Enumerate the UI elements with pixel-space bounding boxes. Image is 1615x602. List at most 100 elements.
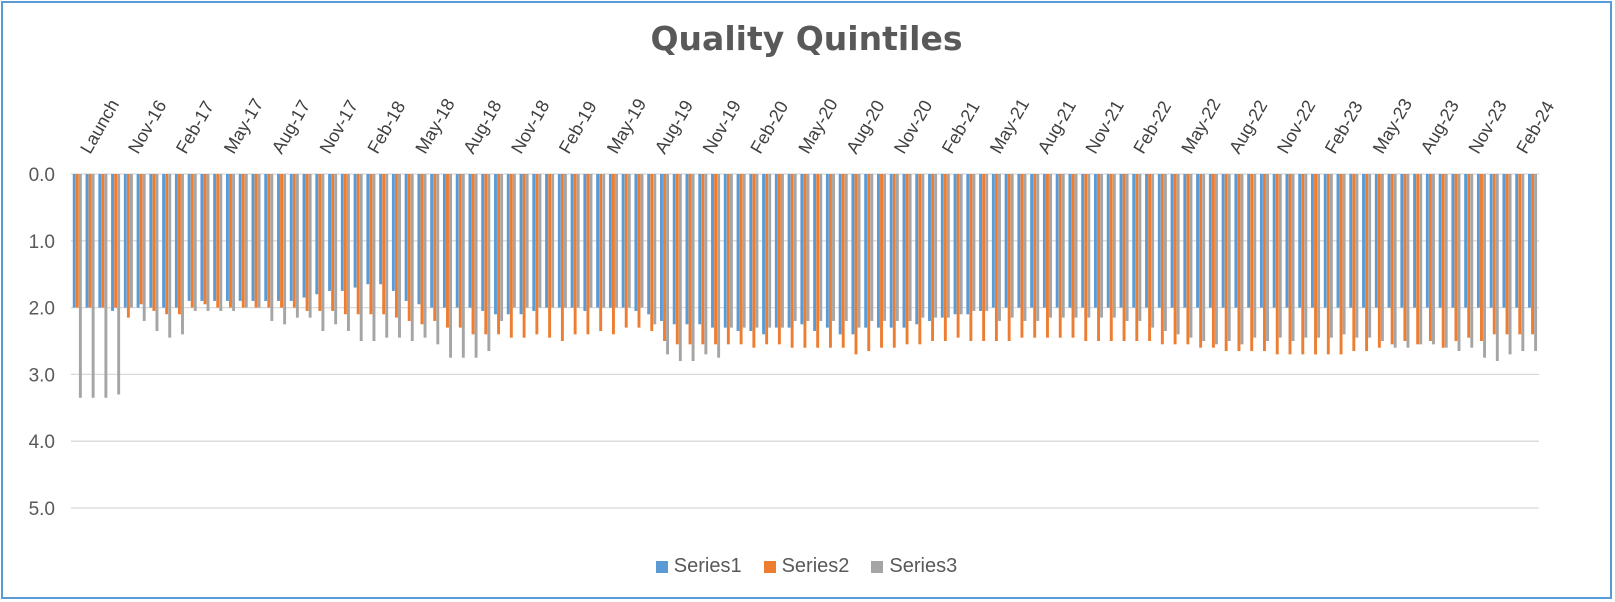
- bar-series2: [509, 174, 513, 338]
- bar-series2: [1403, 174, 1407, 341]
- bar-series3: [946, 174, 950, 318]
- bar-series1: [672, 174, 676, 325]
- bar-series2: [892, 174, 896, 348]
- x-tick-label: May-20: [794, 95, 841, 157]
- bar-series3: [959, 174, 963, 315]
- bar-series3: [436, 174, 440, 345]
- bar-series1: [289, 174, 293, 301]
- bar-series2: [1250, 174, 1254, 352]
- bar-series2: [165, 174, 169, 315]
- bar-series2: [841, 174, 845, 348]
- bar-series1: [315, 174, 319, 295]
- bar-series2: [318, 174, 322, 311]
- bar-series2: [433, 174, 437, 321]
- bar-series3: [563, 174, 567, 308]
- x-tick-label: Aug-19: [651, 97, 697, 157]
- x-tick-label: Feb-20: [746, 98, 792, 157]
- y-tick-label: 2.0: [29, 299, 55, 320]
- bar-series3: [346, 174, 350, 331]
- bar-series1: [1362, 174, 1365, 308]
- bar-series2: [969, 174, 973, 341]
- bar-series2: [1199, 174, 1203, 348]
- legend-swatch: [655, 560, 668, 573]
- x-tick-label: Feb-18: [364, 98, 410, 157]
- bar-series3: [1444, 174, 1448, 348]
- bar-series1: [545, 174, 549, 308]
- bar-series2: [790, 174, 794, 348]
- x-tick-label: Feb-23: [1321, 98, 1367, 157]
- bar-series1: [1094, 174, 1097, 308]
- bar-series1: [723, 174, 727, 328]
- bar-series3: [1176, 174, 1180, 335]
- bar-series1: [391, 174, 395, 291]
- legend-label: Series1: [673, 555, 742, 577]
- bar-series2: [1186, 174, 1190, 345]
- bar-series2: [624, 174, 628, 328]
- bar-series1: [1055, 174, 1059, 308]
- bar-series1: [430, 174, 434, 308]
- bar-series1: [864, 174, 868, 328]
- x-tick-label: Aug-21: [1034, 97, 1080, 157]
- x-tick-label: Nov-20: [890, 97, 936, 157]
- bar-series3: [1495, 174, 1499, 362]
- bar-series3: [1432, 174, 1435, 345]
- x-tick-label: Feb-21: [938, 98, 984, 157]
- bar-series1: [187, 174, 191, 301]
- legend-entry: Series1: [655, 555, 742, 578]
- bar-series2: [1263, 174, 1266, 352]
- bar-series1: [1004, 174, 1008, 308]
- bar-series1: [1451, 174, 1455, 308]
- bar-series2: [1288, 174, 1292, 355]
- bar-series3: [1508, 174, 1512, 355]
- bar-series2: [829, 174, 832, 348]
- bar-series1: [915, 174, 919, 325]
- x-tick-label: Nov-16: [124, 97, 170, 157]
- bar-series3: [308, 174, 312, 318]
- bar-series3: [1087, 174, 1091, 318]
- bar-series1: [1374, 174, 1378, 308]
- y-tick-label: 1.0: [29, 232, 55, 253]
- bar-series2: [126, 174, 130, 318]
- bar-series1: [928, 174, 931, 321]
- bar-series2: [777, 174, 781, 345]
- bar-series3: [321, 174, 325, 331]
- bar-series1: [1272, 174, 1276, 308]
- bar-series2: [714, 174, 718, 345]
- bar-series3: [883, 174, 887, 321]
- bar-series3: [819, 174, 823, 321]
- bar-series2: [1454, 174, 1458, 341]
- bar-series1: [481, 174, 485, 311]
- bar-series2: [292, 174, 296, 308]
- bar-series2: [484, 174, 488, 335]
- bar-series1: [825, 174, 829, 328]
- bar-series3: [615, 174, 618, 308]
- bar-series3: [1419, 174, 1423, 345]
- bar-series2: [1237, 174, 1241, 352]
- x-tick-label: May-19: [603, 95, 650, 157]
- bar-series3: [283, 174, 287, 325]
- bar-series2: [752, 174, 756, 348]
- bar-series3: [1125, 174, 1129, 321]
- y-axis: 0.0 1.0 2.0 3.0 4.0 5.0: [29, 165, 55, 520]
- bar-series2: [1160, 174, 1164, 345]
- bar-series3: [359, 174, 363, 341]
- bar-series1: [1413, 174, 1417, 308]
- bar-series1: [877, 174, 880, 328]
- bar-series1: [1387, 174, 1391, 308]
- bar-series2: [573, 174, 577, 335]
- bar-series1: [213, 174, 217, 301]
- bar-series3: [1393, 174, 1397, 348]
- bar-series1: [532, 174, 536, 311]
- bar-series3: [295, 174, 299, 318]
- bar-series3: [1483, 174, 1486, 358]
- bar-series3: [1521, 174, 1525, 352]
- bar-series2: [586, 174, 590, 335]
- bar-series1: [149, 174, 153, 308]
- bar-series2: [446, 174, 449, 328]
- legend-label: Series2: [781, 555, 850, 577]
- bar-series2: [1058, 174, 1062, 338]
- x-tick-label: Aug-22: [1225, 97, 1271, 157]
- bar-series1: [749, 174, 753, 331]
- bar-series1: [1464, 174, 1468, 308]
